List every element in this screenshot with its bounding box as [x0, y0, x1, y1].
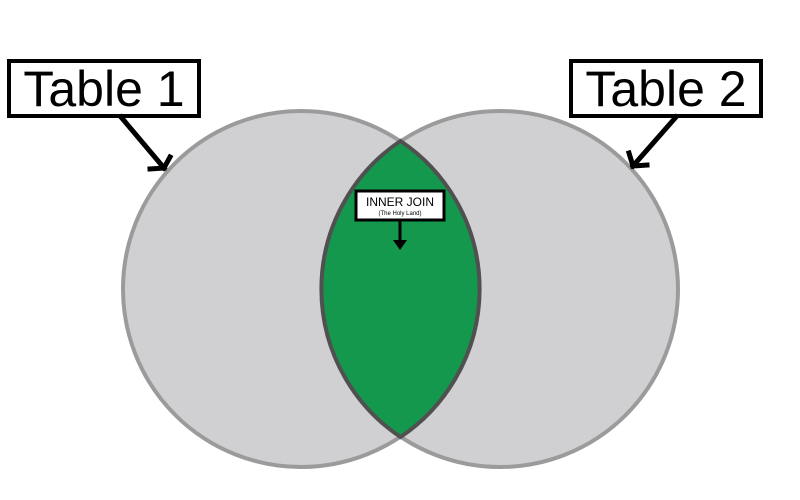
table-2-arrow: [625, 113, 680, 170]
inner-join-subtitle: (The Holy Land): [378, 211, 421, 217]
inner-join-title: INNER JOIN: [366, 195, 434, 209]
inner-join-label: INNER JOIN (The Holy Land): [354, 189, 446, 222]
inner-join-label-box: [354, 189, 446, 222]
table-1-label-text: Table 1: [23, 61, 184, 117]
table-2-label-text: Table 2: [585, 61, 746, 117]
table-1-label-box: [7, 59, 201, 118]
inner-join-arrow: [393, 220, 407, 250]
table-1-label: Table 1: [7, 59, 201, 118]
table-2-label-box: [569, 59, 763, 118]
table-1-arrow: [117, 113, 174, 172]
inner-join-outline: [319, 138, 482, 440]
table-2-label: Table 2: [569, 59, 763, 118]
